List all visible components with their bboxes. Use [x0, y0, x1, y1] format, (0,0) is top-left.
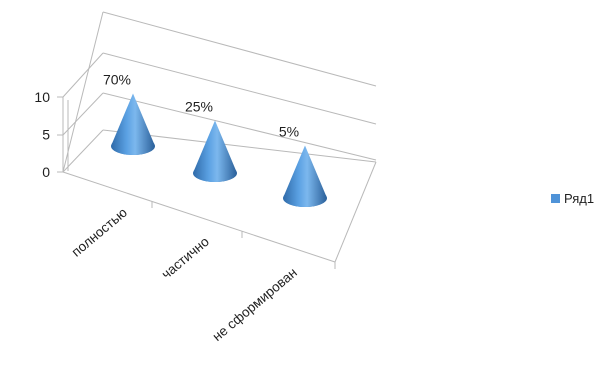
- floor-front: [62, 171, 336, 263]
- cone-body: [193, 120, 237, 182]
- category-label: полностью: [69, 205, 130, 260]
- cone-bar: [193, 120, 237, 182]
- cone-bar: [111, 93, 155, 155]
- legend-label: Ряд1: [564, 191, 594, 206]
- legend-swatch: [551, 194, 560, 203]
- cone-bar: [283, 145, 327, 207]
- data-label: 25%: [185, 99, 213, 115]
- y-tick-label: 0: [42, 164, 50, 180]
- back-wall-top: [102, 11, 377, 87]
- cone-body: [283, 145, 327, 207]
- category-label: частично: [159, 234, 212, 282]
- data-label: 70%: [103, 72, 131, 88]
- left-wall-edge: [62, 11, 104, 173]
- gridline-10-left: [62, 52, 104, 98]
- gridline-10-back: [102, 52, 377, 125]
- cones: [111, 93, 327, 207]
- data-label: 5%: [279, 124, 299, 140]
- data-labels: 70% 25% 5%: [103, 72, 299, 140]
- chart-frame: [57, 11, 377, 269]
- y-tick-label: 10: [34, 89, 50, 105]
- floor-right: [334, 161, 377, 263]
- gridline-5-back: [102, 92, 377, 161]
- y-tick-labels: 0 5 10: [34, 89, 50, 180]
- category-label: не сформирован: [210, 265, 300, 344]
- legend: Ряд1: [551, 191, 594, 206]
- cone-body: [111, 93, 155, 155]
- floor-left-back: [62, 129, 104, 173]
- y-tick-label: 5: [42, 127, 50, 143]
- gridline-5-left: [62, 92, 104, 136]
